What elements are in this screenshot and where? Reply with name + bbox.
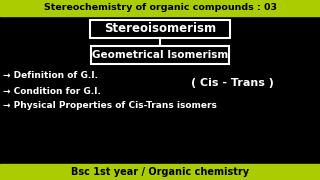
Bar (0, 164, 320, 180)
Bar (91, 46, 229, 64)
Text: ( Cis - Trans ): ( Cis - Trans ) (191, 78, 273, 89)
Text: Stereochemistry of organic compounds : 03: Stereochemistry of organic compounds : 0… (44, 3, 276, 12)
Text: Geometrical Isomerism: Geometrical Isomerism (92, 50, 228, 60)
Bar (90, 20, 230, 38)
Text: → Definition of G.I.: → Definition of G.I. (3, 71, 98, 80)
Text: Bsc 1st year / Organic chemistry: Bsc 1st year / Organic chemistry (71, 167, 249, 177)
Bar (0, 0, 320, 16)
Text: Stereoisomerism: Stereoisomerism (104, 22, 216, 35)
Text: → Physical Properties of Cis-Trans isomers: → Physical Properties of Cis-Trans isome… (3, 102, 217, 111)
Text: → Condition for G.I.: → Condition for G.I. (3, 87, 101, 96)
